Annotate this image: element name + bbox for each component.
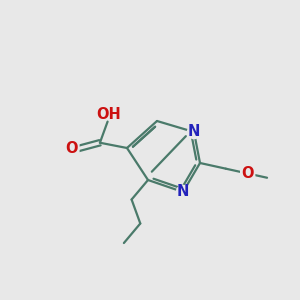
Text: O: O — [66, 141, 78, 156]
Text: OH: OH — [96, 107, 121, 122]
Text: N: N — [188, 124, 200, 140]
Text: O: O — [242, 166, 254, 181]
Circle shape — [188, 125, 201, 139]
Circle shape — [176, 185, 190, 199]
Text: N: N — [177, 184, 189, 200]
